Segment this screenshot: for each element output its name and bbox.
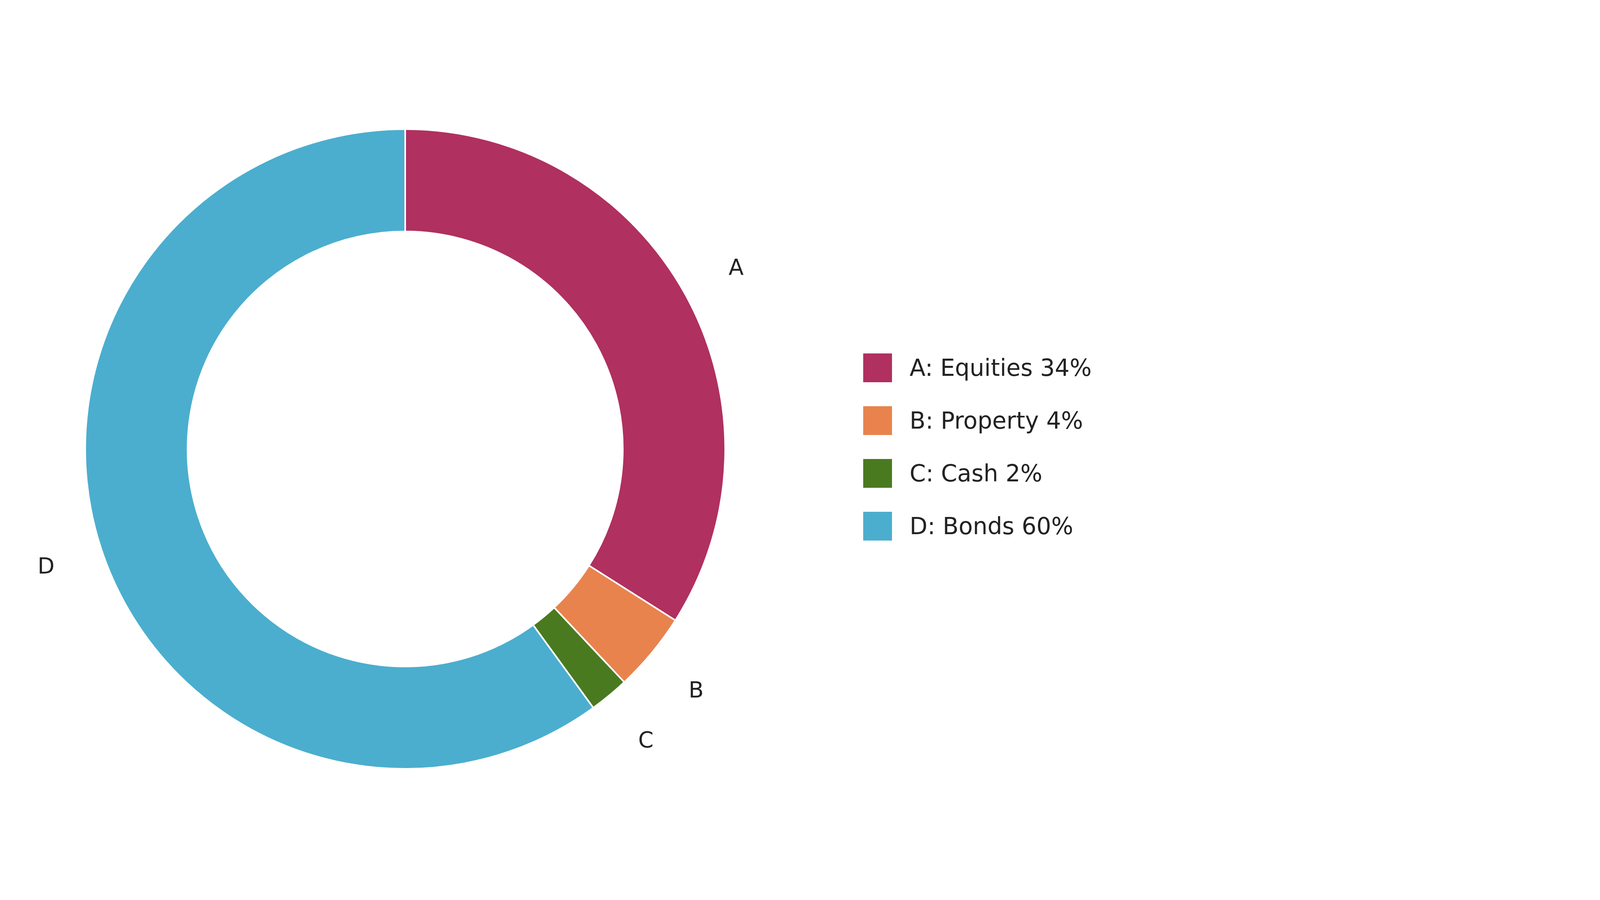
html-text:D: Bonds 60%: D: Bonds 60% (909, 512, 1074, 540)
svg-text:C: C (638, 727, 654, 753)
html-text:C: Cash 2%: C: Cash 2% (909, 460, 1043, 488)
html-text:B: Property 4%: B: Property 4% (909, 407, 1084, 435)
svg-text:A: A (728, 254, 744, 280)
svg-text:D: D (37, 553, 55, 579)
svg-text:B: B (688, 677, 704, 703)
html-text:A: Equities 34%: A: Equities 34% (909, 354, 1092, 382)
